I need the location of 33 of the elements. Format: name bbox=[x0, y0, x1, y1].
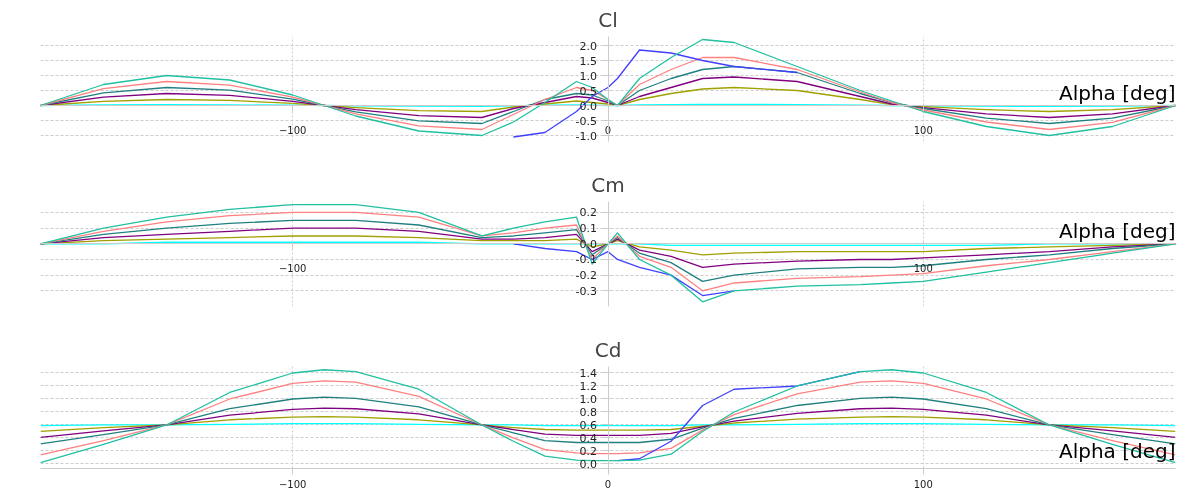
y-tick-label: -0.3 bbox=[575, 284, 598, 298]
y-tick-label: 0.1 bbox=[579, 222, 598, 236]
line-series bbox=[40, 396, 1176, 445]
x-tick-label: 0 bbox=[604, 478, 612, 490]
chart-title: Cl bbox=[598, 7, 618, 32]
y-tick-label: -0.5 bbox=[575, 114, 598, 128]
y-tick-label: -0.2 bbox=[575, 269, 598, 283]
y-tick-label: 0.2 bbox=[579, 444, 598, 458]
line-series bbox=[40, 203, 1176, 303]
y-tick-label: -1.0 bbox=[575, 129, 598, 143]
y-tick-label: 1.0 bbox=[579, 69, 598, 83]
y-tick-label: 1.2 bbox=[579, 379, 598, 393]
y-tick-label: 0.8 bbox=[579, 405, 598, 419]
x-axis-title: Alpha [deg] bbox=[1058, 218, 1176, 243]
y-tick-label: 0.5 bbox=[579, 84, 598, 98]
x-axis-title: Alpha [deg] bbox=[1058, 80, 1176, 105]
x-tick-label: −100 bbox=[278, 124, 307, 136]
x-tick-label: 100 bbox=[913, 262, 933, 274]
y-tick-label: 0.0 bbox=[579, 457, 598, 471]
x-tick-label: −100 bbox=[278, 478, 307, 490]
x-tick-label: 100 bbox=[913, 124, 933, 136]
line-series bbox=[512, 49, 798, 138]
y-tick-label: 0.2 bbox=[579, 206, 598, 220]
x-tick-label: 100 bbox=[913, 478, 933, 490]
chart-title: Cd bbox=[594, 337, 622, 362]
x-tick-label: −100 bbox=[278, 262, 307, 274]
line-series bbox=[40, 415, 1176, 433]
y-tick-label: 0.4 bbox=[579, 431, 598, 445]
y-tick-label: 1.5 bbox=[579, 54, 598, 68]
y-tick-label: 1.0 bbox=[579, 392, 598, 406]
y-tick-label: 1.4 bbox=[579, 367, 598, 380]
chart-title: Cm bbox=[591, 172, 625, 197]
y-tick-label: 2.0 bbox=[579, 39, 598, 53]
